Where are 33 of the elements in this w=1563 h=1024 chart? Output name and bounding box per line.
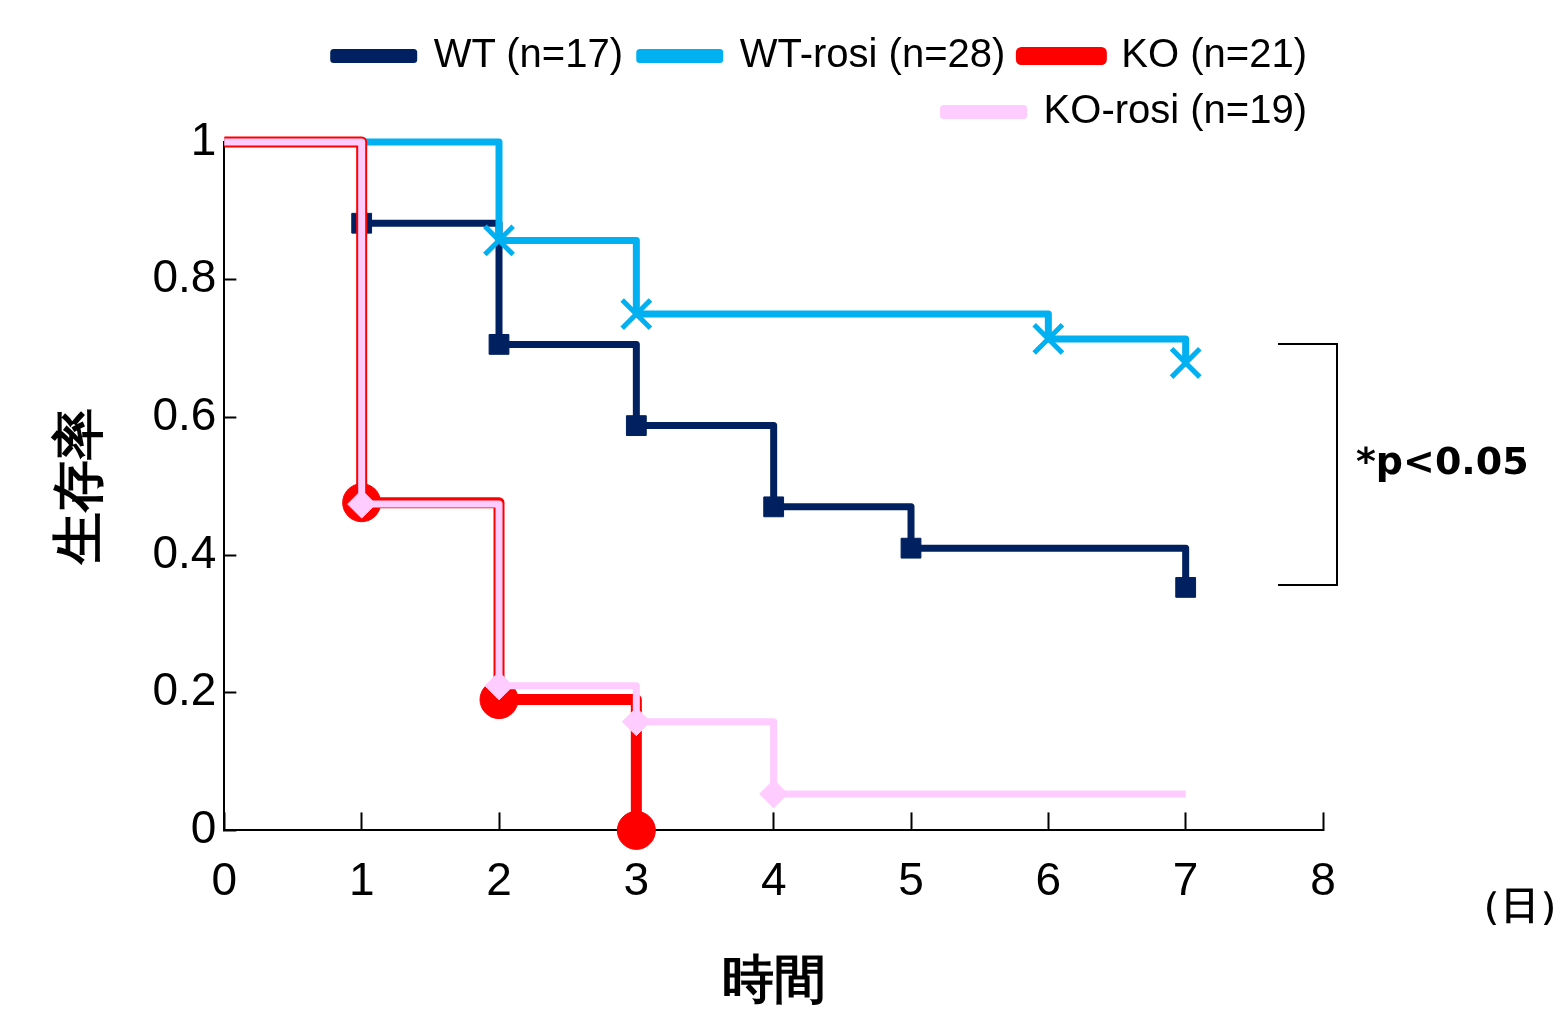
y-tick-label: 0 [190, 801, 217, 854]
x-tick-label: 3 [623, 852, 650, 905]
x-tick-label: 4 [760, 852, 787, 905]
point [1031, 322, 1065, 356]
point [616, 810, 656, 850]
x-tick-label: 1 [348, 852, 375, 905]
point [1175, 577, 1197, 598]
point [619, 297, 653, 331]
x-tick-label: 8 [1310, 852, 1336, 905]
legend-label: KO-rosi (n=19) [1043, 87, 1307, 132]
y-tick-label: 0.6 [152, 388, 217, 441]
y-tick-label: 0.4 [152, 525, 217, 578]
y-tick-label: 0.8 [152, 250, 217, 303]
text: （日） [1463, 882, 1563, 930]
legend-label: WT-rosi (n=28) [739, 31, 1006, 76]
x-axis-title: 時間 [721, 950, 826, 1009]
x-tick-label: 6 [1035, 852, 1062, 905]
point [763, 496, 785, 518]
text: *p<0.05 [1356, 438, 1529, 483]
point [900, 537, 922, 559]
y-tick-label: 0.2 [152, 663, 217, 716]
point [625, 415, 647, 437]
point [1169, 346, 1203, 380]
y-axis-title: 生存率 [48, 408, 107, 567]
x-tick-label: 2 [486, 852, 512, 905]
legend-label: WT (n=17) [433, 31, 624, 76]
point [488, 333, 510, 355]
x-tick-label: 7 [1172, 852, 1199, 905]
x-tick-label: 5 [898, 852, 924, 905]
legend-label: KO (n=21) [1121, 31, 1308, 76]
y-tick-label: 1 [190, 112, 217, 165]
point [621, 707, 651, 737]
point [482, 223, 516, 258]
